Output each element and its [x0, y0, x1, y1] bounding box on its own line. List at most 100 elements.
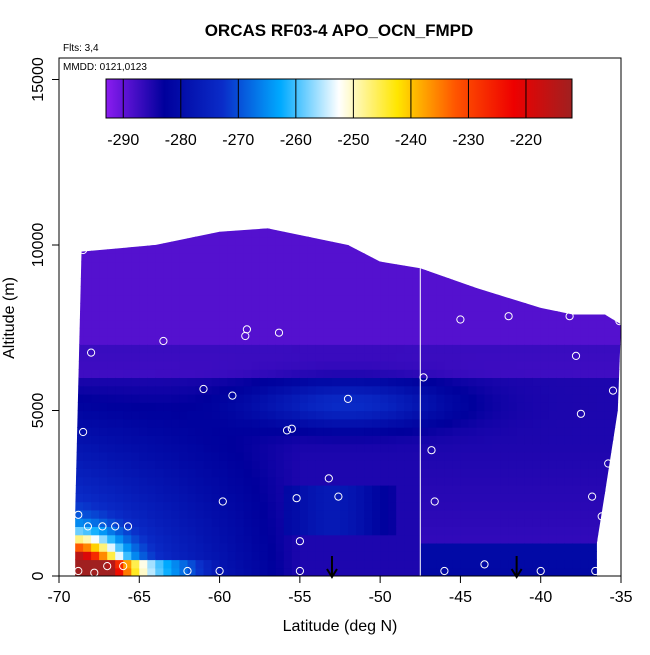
heatmap-cell: [428, 261, 437, 271]
heatmap-cell: [532, 427, 542, 436]
heatmap-cell: [187, 551, 197, 561]
heatmap-cell: [380, 443, 389, 453]
heatmap-cell: [372, 542, 381, 552]
heatmap-cell: [163, 493, 172, 503]
heatmap-cell: [388, 327, 397, 337]
heatmap-cell: [235, 451, 245, 461]
heatmap-cell: [556, 418, 566, 428]
heatmap-cell: [588, 534, 598, 544]
heatmap-cell: [235, 278, 245, 287]
heatmap-cell: [348, 418, 357, 428]
heatmap-cell: [227, 327, 237, 337]
heatmap-cell: [283, 253, 293, 263]
heatmap-cell: [323, 311, 333, 321]
heatmap-cell: [517, 212, 526, 221]
heatmap-cell: [131, 534, 140, 544]
heatmap-cell: [235, 236, 245, 246]
heatmap-cell: [460, 245, 469, 254]
heatmap-cell: [613, 509, 622, 519]
heatmap-cell: [195, 352, 205, 362]
heatmap-cell: [131, 501, 140, 511]
heatmap-cell: [436, 393, 445, 403]
heatmap-cell: [428, 269, 437, 279]
heatmap-cell: [243, 228, 253, 230]
heatmap-cell: [548, 236, 558, 246]
heatmap-cell: [444, 493, 453, 503]
heatmap-cell: [291, 518, 301, 527]
heatmap-cell: [516, 228, 526, 230]
heatmap-cell: [548, 410, 558, 420]
heatmap-cell: [235, 327, 245, 337]
heatmap-cell: [580, 443, 590, 453]
heatmap-cell: [163, 402, 172, 412]
heatmap-cell: [171, 360, 180, 370]
heatmap-cell: [484, 352, 494, 362]
heatmap-cell: [283, 236, 293, 246]
heatmap-cell: [107, 476, 116, 486]
heatmap-cell: [604, 336, 614, 345]
heatmap-cell: [388, 278, 397, 287]
heatmap-cell: [187, 435, 197, 445]
heatmap-cell: [580, 278, 590, 287]
heatmap-cell: [115, 212, 124, 221]
heatmap-cell: [452, 261, 461, 271]
heatmap-cell: [155, 369, 164, 378]
heatmap-cell: [540, 236, 550, 246]
heatmap-cell: [596, 245, 606, 254]
heatmap-cell: [340, 435, 349, 445]
x-tick-label: -70: [47, 589, 70, 606]
heatmap-cell: [596, 319, 606, 329]
heatmap-cell: [492, 435, 502, 445]
heatmap-cell: [356, 286, 365, 296]
heatmap-cell: [604, 311, 614, 321]
heatmap-cell: [251, 410, 261, 420]
heatmap-cell: [323, 443, 333, 453]
heatmap-cell: [604, 319, 614, 329]
heatmap-cell: [460, 261, 469, 271]
heatmap-cell: [452, 567, 461, 576]
heatmap-cell: [123, 278, 132, 287]
heatmap-cell: [332, 402, 341, 412]
heatmap-cell: [356, 311, 365, 321]
heatmap-cell: [476, 460, 486, 469]
sample-point: [218, 497, 227, 506]
heatmap-cell: [396, 286, 405, 296]
heatmap-cell: [540, 559, 550, 569]
heatmap-cell: [588, 261, 598, 271]
heatmap-cell: [564, 567, 574, 576]
heatmap-cell: [155, 327, 164, 337]
heatmap-cell: [99, 485, 108, 494]
heatmap-cell: [452, 327, 461, 337]
heatmap-cell: [580, 559, 590, 569]
heatmap-cell: [267, 319, 277, 329]
heatmap-cell: [596, 393, 606, 403]
heatmap-cell: [372, 294, 381, 304]
heatmap-cell: [580, 269, 590, 279]
heatmap-cell: [476, 402, 486, 412]
heatmap-cell: [356, 410, 365, 420]
heatmap-cell: [131, 228, 140, 238]
heatmap-cell: [211, 427, 221, 436]
heatmap-cell: [420, 501, 429, 511]
heatmap-cell: [107, 360, 116, 370]
heatmap-cell: [235, 228, 245, 230]
heatmap-cell: [356, 485, 365, 494]
heatmap-cell: [548, 228, 558, 238]
heatmap-cell: [203, 418, 213, 428]
heatmap-cell: [139, 559, 148, 569]
heatmap-cell: [243, 228, 253, 238]
heatmap-cell: [436, 451, 445, 461]
heatmap-cell: [147, 451, 156, 461]
heatmap-cell: [179, 402, 188, 412]
heatmap-cell: [307, 509, 317, 519]
heatmap-cell: [604, 435, 614, 445]
heatmap-cell: [380, 286, 389, 296]
heatmap-cell: [372, 286, 381, 296]
heatmap-cell: [123, 485, 132, 494]
heatmap-cell: [596, 294, 606, 304]
heatmap-cell: [364, 460, 373, 469]
heatmap-cell: [412, 228, 421, 238]
heatmap-cell: [404, 468, 413, 478]
heatmap-cell: [299, 435, 309, 445]
heatmap-cell: [75, 509, 84, 519]
